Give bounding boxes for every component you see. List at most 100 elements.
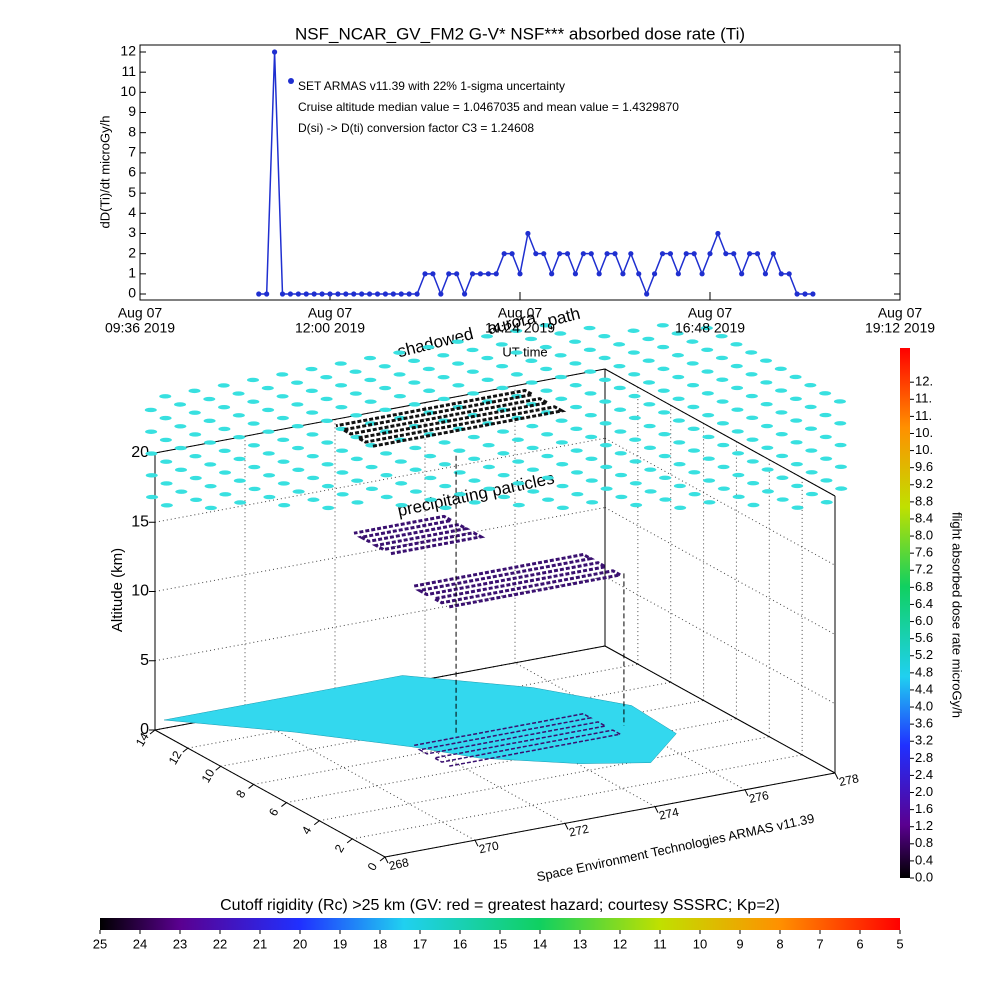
rigidity-cell: [497, 472, 510, 478]
colorbar-tick-label: 11.: [915, 391, 932, 406]
rigidity-cell: [320, 374, 333, 380]
rigidity-cell: [761, 467, 774, 472]
rigidity-cell: [760, 358, 772, 363]
rigidity-cell: [276, 372, 289, 377]
z-tick-label: 15: [131, 513, 149, 530]
data-point: [271, 49, 278, 55]
rigidity-cell: [541, 453, 554, 459]
rigidity-cell: [306, 453, 319, 459]
data-point: [549, 271, 555, 277]
rigidity-cell: [791, 483, 804, 489]
z-tick-label: 10: [131, 583, 149, 600]
rigidity-cell: [349, 391, 362, 396]
rigidity-cell: [571, 470, 583, 475]
rigidity-cell: [233, 456, 246, 462]
rigidity-cell: [671, 353, 684, 358]
rigidity-cell: [217, 383, 230, 388]
colorbar-tick-label: 22: [213, 936, 227, 951]
rigidity-cell: [277, 481, 290, 486]
rigidity-cell: [701, 369, 714, 374]
colorbar-tick-label: 6.8: [915, 579, 933, 594]
rigidity-cell: [805, 491, 818, 497]
rigidity-cell: [481, 377, 494, 383]
data-point: [699, 271, 705, 277]
rigidity-cell: [175, 467, 187, 473]
x-tick-label: Aug 07: [688, 305, 733, 321]
rigidity-cell: [145, 429, 158, 434]
rigidity-cell: [203, 440, 216, 445]
z-tick-label: 0: [140, 721, 149, 738]
rigidity-cell: [542, 497, 555, 502]
colorbar-tick-label: 5.6: [915, 630, 933, 645]
rigidity-cell: [658, 453, 671, 459]
rigidity-cell: [745, 372, 758, 377]
colorbar-tick-label: 1.2: [915, 818, 933, 833]
colorbar-tick-label: 3.6: [915, 716, 933, 731]
rigidity-cell: [672, 418, 685, 423]
rigidity-cell: [672, 396, 685, 402]
rigidity-cell: [659, 497, 672, 502]
rigidity-cell: [175, 489, 188, 494]
rigidity-cell: [731, 385, 744, 391]
colorbar: [900, 348, 910, 878]
y-tick-label: 1: [128, 265, 136, 281]
colorbar-tick-label: 14: [533, 936, 547, 951]
rigidity-cell: [334, 361, 347, 366]
grid-line: [319, 736, 770, 822]
rigidity-cell: [218, 448, 231, 453]
rigidity-cell: [761, 445, 774, 451]
rigidity-cell: [482, 464, 495, 470]
lat-tick: [379, 856, 386, 862]
data-point: [731, 251, 737, 257]
lon-tick-label: 272: [568, 822, 591, 840]
rigidity-cell: [674, 505, 687, 510]
rigidity-cell: [702, 434, 715, 440]
rigidity-cell: [541, 432, 554, 437]
rigidity-cell: [512, 459, 525, 464]
rigidity-cell: [730, 342, 743, 347]
rigidity-cell: [379, 407, 392, 413]
rigidity-cell: [585, 434, 598, 440]
rigidity-cell: [628, 372, 641, 377]
grid-line: [286, 718, 737, 804]
rigidity-cell: [510, 372, 523, 377]
colorbar-tick-label: 5: [896, 936, 903, 951]
rigidity-cell: [554, 374, 567, 380]
rigidity-cell: [643, 423, 656, 429]
rigidity-cell: [715, 333, 728, 339]
rigidity-cell: [439, 483, 452, 489]
lat-tick: [182, 747, 189, 753]
x-tick-label: Aug 07: [498, 305, 543, 321]
rigidity-cell: [276, 415, 289, 421]
x-axis-label: UT time: [502, 344, 547, 359]
rigidity-cell: [525, 380, 538, 385]
colorbar-tick-label: 2.8: [915, 750, 933, 765]
rigidity-cell: [673, 461, 686, 467]
rigidity-cell: [512, 481, 525, 486]
rigidity-cell: [804, 382, 817, 388]
colorbar-tick-label: 4.0: [915, 698, 933, 713]
axis-line: [604, 645, 836, 774]
rigidity-cell: [452, 361, 465, 366]
rigidity-cell: [642, 336, 655, 342]
data-point: [343, 291, 349, 297]
rigidity-cell: [393, 372, 406, 377]
colorbar-tick-label: 12.: [915, 374, 933, 389]
rigidity-cell: [730, 363, 743, 369]
x-tick-label: 09:36 2019: [105, 320, 175, 336]
rigidity-cell: [203, 396, 216, 402]
rigidity-cell: [232, 391, 245, 396]
rigidity-cell: [277, 437, 290, 443]
lat-tick: [215, 765, 222, 771]
rigidity-cell: [437, 396, 450, 402]
rigidity-cell: [688, 448, 700, 453]
colorbar-tick-label: 11.: [915, 408, 932, 423]
rigidity-cell: [540, 388, 553, 393]
rigidity-cell: [160, 459, 173, 464]
rigidity-cell: [731, 407, 744, 412]
rigidity-cell: [715, 355, 728, 361]
lat-tick-label: 2: [332, 842, 348, 855]
lat-tick-label: 12: [166, 748, 185, 767]
rigidity-cell: [336, 448, 349, 453]
rigidity-cell: [511, 437, 524, 442]
